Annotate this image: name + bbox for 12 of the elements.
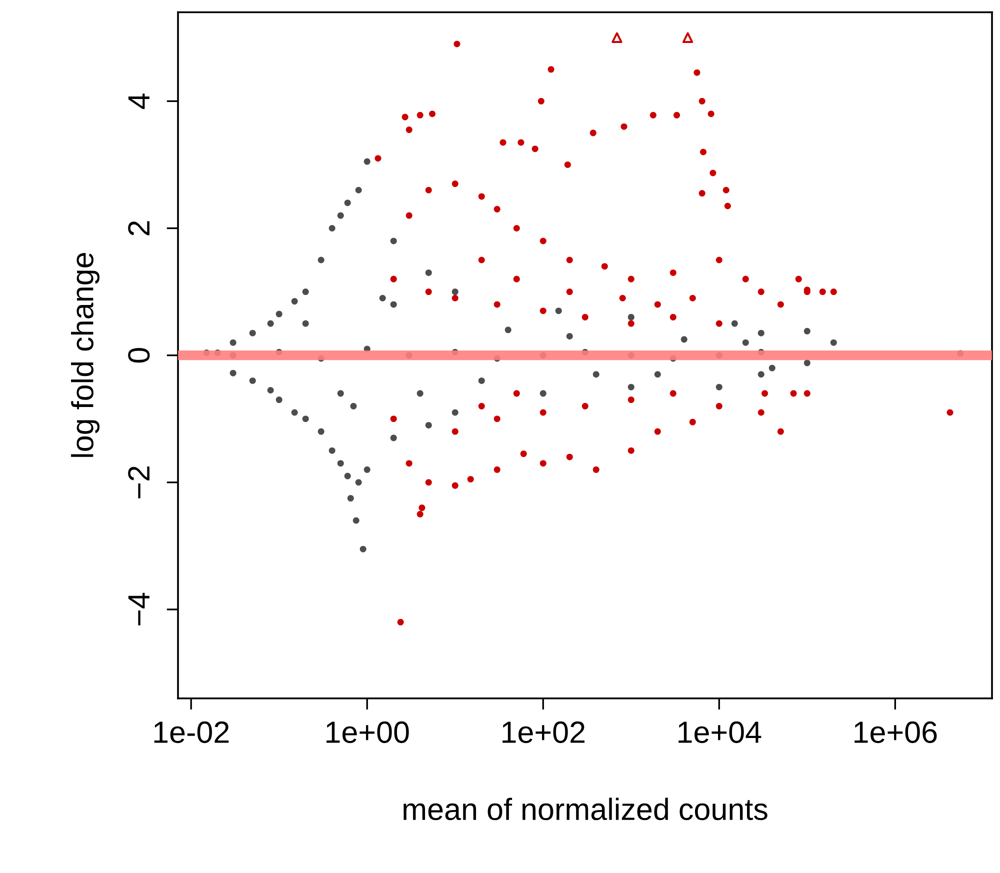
y-tick-label: 4 [128,94,150,109]
x-tick-label: 1e+00 [326,721,409,744]
x-tick-label: 1e+02 [502,721,584,744]
y-tick-label: 0 [128,348,150,363]
y-tick-label: 2 [128,221,150,236]
y-axis-title: log fold change [71,253,100,457]
y-tick-label: −2 [128,466,150,498]
x-axis-title: mean of normalized counts [404,798,768,820]
x-tick-label: 1e+04 [678,721,762,744]
x-tick-label: 1e-02 [154,721,229,744]
y-tick-label: −4 [128,592,150,626]
x-tick-label: 1e+06 [854,721,937,744]
